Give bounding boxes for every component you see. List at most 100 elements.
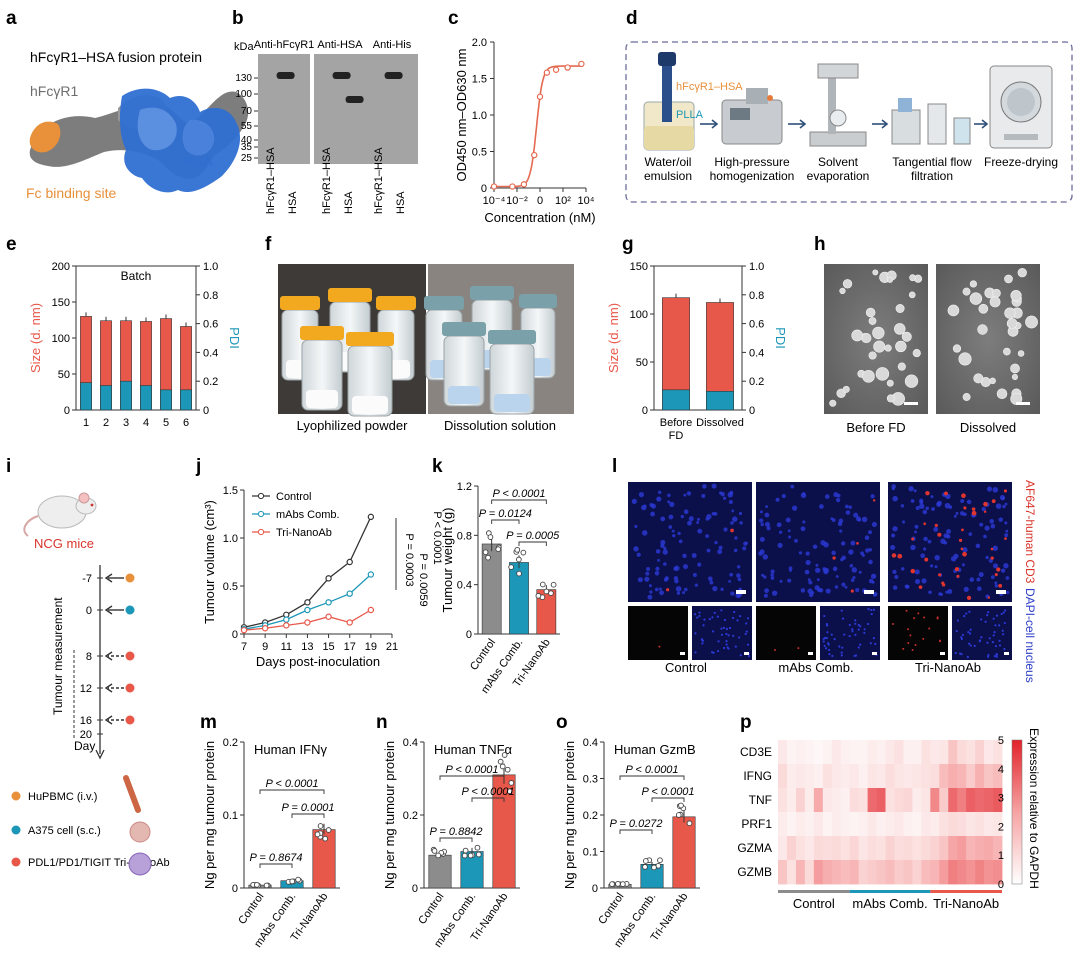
dapi-nucleus (727, 647, 730, 650)
heatmap-cell (894, 860, 904, 885)
colorbar-tick: 1 (998, 850, 1004, 862)
dapi-nucleus (978, 639, 982, 642)
series-point (304, 599, 311, 606)
heatmap-cell (885, 836, 895, 861)
sem-particle (969, 292, 983, 305)
heatmap-cell (795, 860, 806, 885)
heatmap-cell (885, 764, 895, 789)
dapi-nucleus (919, 503, 925, 509)
dapi-nucleus (791, 505, 798, 511)
bar-pdi (160, 389, 172, 411)
dapi-nucleus (730, 591, 735, 596)
dapi-nucleus (989, 519, 995, 524)
dapi-nucleus (682, 591, 686, 595)
dapi-nucleus (845, 510, 851, 515)
series-point (367, 606, 375, 614)
dapi-nucleus (870, 494, 875, 499)
heatmap-row-label: PRF1 (741, 817, 772, 831)
cd3-signal (961, 528, 964, 532)
stat-label: P = 0.0272 (609, 818, 662, 830)
heatmap-row-label: GZMB (737, 865, 772, 879)
heatmap-cell (778, 740, 788, 765)
colorbar-tick: 0 (998, 879, 1004, 891)
lane-label: hFcγR1–HSA (265, 147, 277, 214)
dapi-nucleus (1002, 504, 1006, 509)
dose-dot (125, 605, 135, 615)
bar-pdi (662, 389, 690, 411)
heatmap-cell (831, 788, 842, 813)
dapi-nucleus (693, 613, 697, 616)
dapi-nucleus (991, 641, 995, 644)
heatmap-cell (984, 740, 994, 765)
replicate-point (322, 835, 329, 842)
blot-band (345, 96, 364, 103)
cd3-signal (1004, 537, 1007, 540)
y-axis-title: Tumour weight (g) (440, 508, 455, 613)
dapi-nucleus (984, 620, 987, 623)
dapi-nucleus (729, 572, 734, 577)
heatmap-cell (948, 740, 958, 765)
panel-label-h: h (814, 234, 826, 255)
heatmap-cell (876, 836, 886, 861)
x-tick-label: 19 (365, 641, 377, 653)
dapi-nucleus (933, 526, 939, 532)
series-point (367, 513, 375, 521)
cd3-signal (872, 499, 876, 502)
replicate-point (314, 831, 321, 838)
dapi-nucleus (764, 588, 769, 594)
replicate-point (475, 851, 482, 858)
cd3-signal (917, 612, 920, 615)
dapi-nucleus (708, 618, 711, 621)
scale-bar (940, 652, 945, 655)
heatmap-cell (930, 788, 940, 813)
y-tick-label: 1.0 (472, 110, 487, 122)
dapi-nucleus (865, 548, 870, 553)
kda-marker: 70 (241, 106, 253, 117)
heatmap-cell (858, 860, 868, 885)
dapi-nucleus (711, 512, 715, 516)
dapi-nucleus (985, 555, 989, 560)
replicate-point (508, 564, 515, 570)
sem-particle (992, 288, 1001, 298)
y-tick-label: 0 (466, 629, 472, 641)
heatmap-cell (804, 764, 815, 789)
cd3-signal (934, 523, 938, 527)
replicate-point (543, 588, 550, 595)
dapi-nucleus (834, 585, 839, 589)
sem-particle (865, 307, 876, 318)
dapi-nucleus (1004, 609, 1007, 612)
vial-cap (300, 326, 344, 340)
dapi-nucleus (843, 633, 846, 636)
heatmap-cell (840, 836, 851, 861)
dapi-nucleus (668, 514, 674, 520)
dapi-nucleus (823, 567, 829, 573)
dapi-nucleus (680, 514, 685, 519)
heatmap-cell (778, 860, 788, 885)
dapi-nucleus (671, 529, 675, 533)
vial-cap (346, 332, 394, 346)
dapi-nucleus (1005, 590, 1010, 595)
dapi-nucleus (703, 618, 706, 621)
dapi-nucleus (947, 588, 953, 595)
l-col-mabs: mAbs Comb. (778, 660, 853, 675)
dapi-nucleus (788, 535, 792, 539)
heatmap-cell (912, 812, 922, 837)
replicate-point (482, 549, 489, 556)
series-point (367, 571, 375, 578)
dapi-nucleus (731, 516, 738, 522)
heatmap-cell (966, 860, 976, 885)
replicate-point (499, 763, 506, 770)
legend-label: Tri-NanoAb (276, 527, 332, 539)
dapi-nucleus (960, 499, 965, 504)
replicate-point (263, 882, 270, 889)
panel-f: Lyophilized powder Dissolution solution (278, 264, 574, 433)
y-tick-label: 0 (412, 883, 418, 895)
heatmap-cell (778, 764, 788, 789)
y-axis-title: Ng per mg tumour protein (202, 741, 217, 889)
y-tick-label: 2.0 (472, 37, 487, 49)
y-tick-label: 150 (52, 297, 70, 309)
x-axis-title: Concentration (nM) (484, 210, 595, 225)
sem-particle (895, 304, 905, 313)
panel-label-b: b (232, 8, 244, 29)
data-point (578, 60, 585, 68)
